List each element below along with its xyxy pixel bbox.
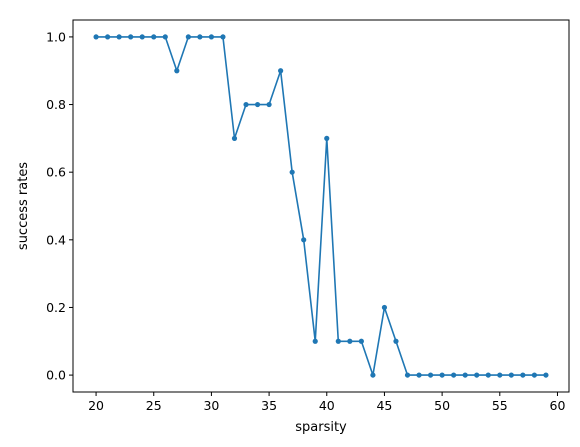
x-tick-label: 30: [203, 398, 219, 413]
data-point: [324, 135, 330, 141]
x-tick-label: 55: [492, 398, 508, 413]
data-point: [347, 338, 353, 344]
y-tick-label: 0.4: [46, 232, 66, 247]
data-point: [185, 34, 191, 40]
data-point: [254, 101, 261, 108]
data-point: [139, 34, 145, 40]
data-point: [416, 372, 422, 378]
data-point: [128, 34, 134, 40]
x-tick-label: 50: [434, 398, 450, 413]
data-point: [358, 338, 364, 344]
x-tick-label: 60: [550, 398, 566, 413]
data-point: [231, 135, 238, 141]
data-point: [520, 372, 526, 378]
data-point: [289, 169, 295, 175]
y-tick-label: 0.8: [46, 97, 66, 112]
x-tick-label: 20: [88, 398, 104, 413]
data-point: [543, 372, 549, 378]
data-point: [301, 237, 307, 243]
data-point: [220, 34, 226, 40]
data-point: [197, 34, 203, 40]
data-point: [462, 372, 468, 378]
data-point: [278, 68, 284, 74]
data-point: [404, 372, 411, 378]
data-point: [485, 372, 491, 378]
y-tick-label: 0.6: [46, 165, 66, 180]
data-point: [508, 372, 514, 378]
data-point: [531, 372, 537, 378]
data-point: [393, 338, 399, 344]
series-line: [96, 36, 546, 376]
y-axis-label: success rates: [16, 162, 31, 250]
data-point: [497, 372, 503, 378]
y-tick-label: 1.0: [46, 29, 66, 44]
y-tick-label: 0.0: [46, 368, 66, 383]
data-point: [474, 372, 480, 378]
data-point: [208, 34, 215, 40]
x-axis-ticks: 20 25 30 35 40 45 50 55 60: [88, 392, 565, 413]
data-point: [93, 34, 99, 40]
data-point: [439, 372, 445, 378]
data-point: [451, 372, 457, 378]
data-point: [151, 34, 157, 40]
x-tick-label: 45: [376, 398, 392, 413]
data-point: [162, 34, 168, 40]
y-axis-ticks: 0.0 0.2 0.4 0.6 0.8 1.0: [46, 29, 73, 383]
data-point: [312, 338, 318, 344]
data-point: [116, 34, 122, 40]
data-point: [266, 101, 272, 108]
x-axis-label: sparsity: [295, 420, 347, 435]
data-point: [381, 304, 388, 311]
x-tick-label: 25: [146, 398, 162, 413]
axes-frame: [72, 19, 570, 393]
data-point: [427, 372, 434, 378]
plot-area: [93, 34, 549, 378]
data-point: [105, 34, 111, 40]
data-point: [370, 372, 376, 378]
y-tick-label: 0.2: [46, 300, 66, 315]
x-tick-label: 40: [319, 398, 335, 413]
data-point: [174, 68, 180, 74]
data-point: [335, 338, 341, 344]
data-point: [243, 101, 249, 108]
x-tick-label: 35: [261, 398, 277, 413]
